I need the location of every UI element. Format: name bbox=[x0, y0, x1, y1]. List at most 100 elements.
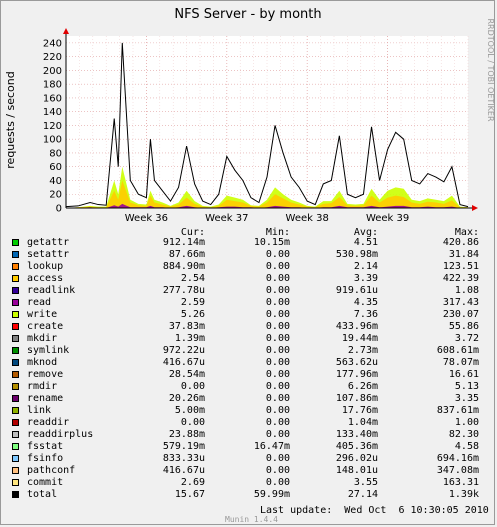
legend-max: 1.39k bbox=[448, 489, 479, 500]
legend-header: Min: bbox=[265, 227, 290, 238]
legend-avg: 433.96m bbox=[335, 321, 378, 332]
y-tick-label: 40 bbox=[49, 176, 62, 187]
legend-cur: 579.19m bbox=[162, 441, 205, 452]
legend-avg: 6.26m bbox=[347, 381, 378, 392]
legend-name: remove bbox=[27, 369, 64, 380]
legend-name: access bbox=[27, 273, 64, 284]
legend-max: 422.39 bbox=[442, 273, 479, 284]
legend-max: 1.08 bbox=[454, 285, 479, 296]
legend-max: 837.61m bbox=[436, 405, 479, 416]
legend-name: fsstat bbox=[27, 441, 64, 452]
legend-max: 1.00 bbox=[454, 417, 479, 428]
series-area-write bbox=[66, 166, 468, 208]
legend-name: fsinfo bbox=[27, 453, 64, 464]
legend-max: 3.72 bbox=[454, 333, 479, 344]
legend-avg: 4.35 bbox=[353, 297, 378, 308]
legend-avg: 7.36 bbox=[353, 309, 378, 320]
x-tick-label: Week 38 bbox=[286, 213, 329, 224]
side-label: RRDTOOL / TOBI OETIKER bbox=[486, 18, 495, 121]
x-tick-label: Week 36 bbox=[125, 213, 168, 224]
legend-min: 0.00 bbox=[265, 309, 290, 320]
legend-name: rename bbox=[27, 393, 64, 404]
legend-min: 0.00 bbox=[265, 285, 290, 296]
legend-cur: 0.00 bbox=[180, 381, 205, 392]
legend-cur: 2.69 bbox=[180, 477, 205, 488]
legend-avg: 148.01u bbox=[335, 465, 378, 476]
y-tick-label: 160 bbox=[43, 93, 62, 104]
series-area-access bbox=[66, 180, 468, 208]
legend-name: getattr bbox=[27, 237, 70, 248]
legend-cur: 87.66m bbox=[168, 249, 205, 260]
legend-avg: 19.44m bbox=[341, 333, 378, 344]
legend-min: 0.00 bbox=[265, 345, 290, 356]
y-tick-label: 140 bbox=[43, 107, 62, 118]
x-tick-label: Week 39 bbox=[366, 213, 409, 224]
legend-avg: 2.14 bbox=[353, 261, 378, 272]
legend-name: readdir bbox=[27, 417, 70, 428]
legend-swatch bbox=[12, 443, 19, 450]
legend-header: Cur: bbox=[180, 227, 205, 238]
legend-min: 0.00 bbox=[265, 333, 290, 344]
series-line-total bbox=[65, 42, 469, 208]
legend-cur: 15.67 bbox=[174, 489, 205, 500]
legend-swatch bbox=[12, 419, 19, 426]
legend-cur: 912.14m bbox=[162, 237, 205, 248]
legend-max: 4.58 bbox=[454, 441, 479, 452]
legend-swatch bbox=[12, 491, 19, 498]
legend-name: readlink bbox=[27, 285, 76, 296]
legend-swatch bbox=[12, 383, 19, 390]
legend-max: 317.43 bbox=[442, 297, 479, 308]
axes bbox=[63, 28, 478, 211]
legend-swatch bbox=[12, 299, 19, 306]
legend-avg: 1.04m bbox=[347, 417, 378, 428]
legend-max: 5.13 bbox=[454, 381, 479, 392]
legend-cur: 5.00m bbox=[174, 405, 205, 416]
legend-min: 0.00 bbox=[265, 297, 290, 308]
legend-swatch bbox=[12, 311, 19, 318]
legend-swatch bbox=[12, 347, 19, 354]
legend-avg: 2.73m bbox=[347, 345, 378, 356]
legend-avg: 919.61u bbox=[335, 285, 378, 296]
legend-max: 163.31 bbox=[442, 477, 479, 488]
legend-swatch bbox=[12, 335, 19, 342]
y-axis-arrow bbox=[63, 28, 69, 34]
legend-avg: 133.40m bbox=[335, 429, 378, 440]
legend-swatch bbox=[12, 359, 19, 366]
y-tick-label: 220 bbox=[43, 52, 62, 63]
legend-header: Max: bbox=[454, 227, 479, 238]
legend-swatch bbox=[12, 431, 19, 438]
legend-max: 3.35 bbox=[454, 393, 479, 404]
legend-name: mknod bbox=[27, 357, 58, 368]
legend-swatch bbox=[12, 323, 19, 330]
legend-cur: 884.90m bbox=[162, 261, 205, 272]
legend-name: write bbox=[27, 309, 58, 320]
legend-name: commit bbox=[27, 477, 64, 488]
y-tick-label: 180 bbox=[43, 80, 62, 91]
legend-max: 31.84 bbox=[448, 249, 479, 260]
legend-swatch bbox=[12, 239, 19, 246]
legend-cur: 0.00 bbox=[180, 417, 205, 428]
legend-avg: 107.86m bbox=[335, 393, 378, 404]
chart-title: NFS Server - by month bbox=[174, 7, 321, 22]
legend-max: 694.16m bbox=[436, 453, 479, 464]
y-tick-label: 100 bbox=[43, 135, 62, 146]
legend-cur: 833.33u bbox=[162, 453, 205, 464]
legend-min: 0.00 bbox=[265, 405, 290, 416]
legend-header: Avg: bbox=[353, 227, 378, 238]
legend-name: link bbox=[27, 405, 52, 416]
legend-avg: 3.55 bbox=[353, 477, 378, 488]
legend-cur: 416.67u bbox=[162, 357, 205, 368]
legend-min: 0.00 bbox=[265, 381, 290, 392]
legend-min: 0.00 bbox=[265, 453, 290, 464]
legend-name: total bbox=[27, 489, 58, 500]
legend-cur: 23.88m bbox=[168, 429, 205, 440]
legend-cur: 2.54 bbox=[180, 273, 205, 284]
legend-swatch bbox=[12, 407, 19, 414]
legend-min: 0.00 bbox=[265, 273, 290, 284]
legend-max: 420.86 bbox=[442, 237, 479, 248]
legend-swatch bbox=[12, 251, 19, 258]
legend-swatch bbox=[12, 455, 19, 462]
legend-cur: 5.26 bbox=[180, 309, 205, 320]
legend-max: 608.61m bbox=[436, 345, 479, 356]
